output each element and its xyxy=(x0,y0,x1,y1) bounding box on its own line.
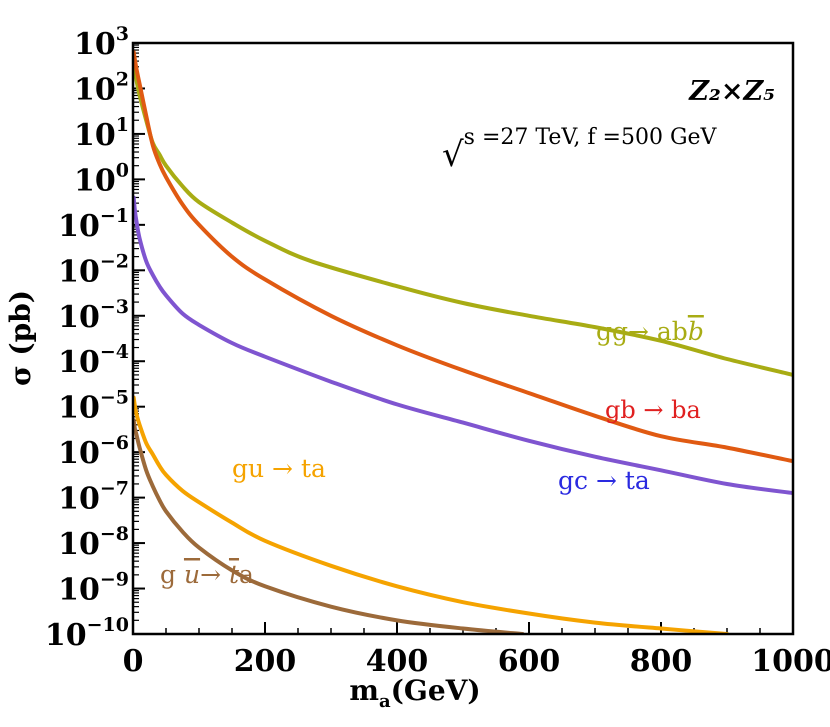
y-tick-label: 10−5 xyxy=(58,387,129,426)
y-tick-base: 10 xyxy=(58,436,100,471)
energy-label: √s =27 TeV, f =500 GeV xyxy=(442,125,718,175)
model-label: Z₂×Z₅ xyxy=(688,76,775,107)
series-line-2 xyxy=(133,195,793,496)
x-axis-title: ma(GeV) xyxy=(349,674,480,712)
y-tick-base: 10 xyxy=(58,482,100,517)
label-gb-ba: gb → ba xyxy=(605,396,701,424)
y-tick-exponent: −2 xyxy=(100,250,129,272)
label-ubar: u xyxy=(184,560,200,589)
series-line-1 xyxy=(133,50,793,464)
x-tick-label: 600 xyxy=(498,644,561,679)
y-tick-label: 10−10 xyxy=(45,614,129,653)
y-tick-exponent: −8 xyxy=(100,523,129,545)
x-axis-title-unit: (GeV) xyxy=(391,674,481,707)
y-tick-exponent: −4 xyxy=(100,341,129,363)
y-tick-label: 10−3 xyxy=(58,296,129,335)
y-tick-label: 10−4 xyxy=(58,341,129,380)
y-tick-base: 10 xyxy=(58,209,100,244)
y-tick-label: 10−6 xyxy=(58,432,129,471)
y-tick-exponent: 3 xyxy=(116,23,129,45)
y-tick-exponent: 0 xyxy=(116,159,129,181)
y-tick-label: 10−1 xyxy=(58,205,129,244)
x-axis-title-subscript: a xyxy=(379,691,391,712)
y-tick-exponent: −3 xyxy=(100,296,129,318)
y-tick-label: 10−8 xyxy=(58,523,129,562)
y-tick-base: 10 xyxy=(74,118,116,153)
y-tick-exponent: 2 xyxy=(116,68,129,90)
label-gubar-tbar-a: g u→ ta xyxy=(160,560,254,589)
y-tick-label: 100 xyxy=(74,159,129,198)
y-tick-base: 10 xyxy=(74,27,116,62)
label-gg-abbbar: gg→ abb xyxy=(596,317,704,346)
y-tick-base: 10 xyxy=(58,391,100,426)
data-curves xyxy=(133,50,793,634)
y-tick-base: 10 xyxy=(58,300,100,335)
y-tick-base: 10 xyxy=(74,163,116,198)
y-axis-title: σ (pb) xyxy=(4,290,37,386)
y-tick-exponent: −1 xyxy=(100,205,129,227)
series-line-3 xyxy=(133,395,729,634)
x-tick-label: 200 xyxy=(234,644,297,679)
sqrt-symbol: √ xyxy=(442,135,464,175)
tick-labels: 0 200 400 600 800 100010310210110010−110−210−… xyxy=(45,23,830,679)
y-tick-base: 10 xyxy=(58,254,100,289)
y-tick-label: 10−2 xyxy=(58,250,129,289)
y-tick-base: 10 xyxy=(58,573,100,608)
label-gc-ta: gc → ta xyxy=(558,466,650,495)
plot-frame xyxy=(131,41,795,636)
y-tick-label: 10−7 xyxy=(58,478,129,517)
y-tick-exponent: −10 xyxy=(87,614,129,636)
y-tick-label: 101 xyxy=(74,114,129,153)
series-line-4 xyxy=(133,418,525,634)
y-tick-exponent: −7 xyxy=(100,478,129,500)
y-tick-label: 10−9 xyxy=(58,569,129,608)
energy-label-text: s =27 TeV, f =500 GeV xyxy=(464,125,718,150)
x-tick-label: 1000 xyxy=(751,644,830,679)
y-tick-exponent: −9 xyxy=(100,569,129,591)
y-tick-base: 10 xyxy=(58,527,100,562)
y-tick-label: 102 xyxy=(74,68,129,107)
label-gu-ta: gu → ta xyxy=(232,454,326,483)
y-tick-exponent: 1 xyxy=(116,114,129,136)
y-tick-label: 103 xyxy=(74,23,129,62)
y-tick-exponent: −5 xyxy=(100,387,129,409)
label-gg-bbar: b xyxy=(688,317,704,346)
label-tbar: t xyxy=(229,560,240,589)
x-tick-label: 800 xyxy=(630,644,693,679)
y-tick-base: 10 xyxy=(74,72,116,107)
x-tick-label: 0 xyxy=(123,644,144,679)
y-tick-base: 10 xyxy=(45,618,87,653)
y-tick-base: 10 xyxy=(58,345,100,380)
y-tick-exponent: −6 xyxy=(100,432,129,454)
x-tick-label: 400 xyxy=(366,644,429,679)
